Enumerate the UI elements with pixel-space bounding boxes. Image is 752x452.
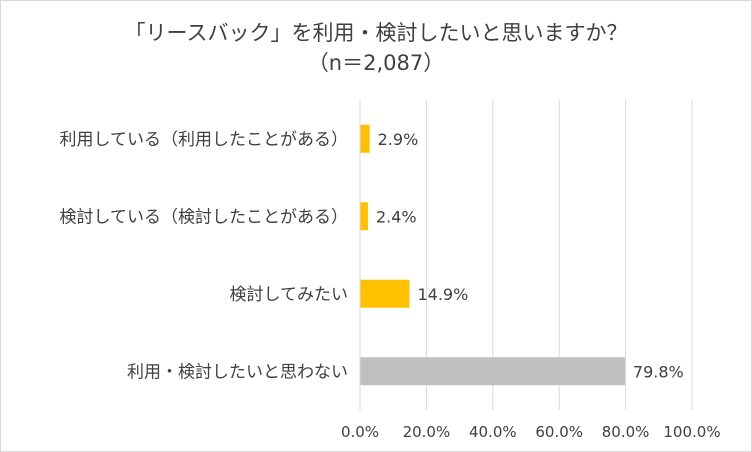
- category-label: 利用・検討したいと思わない: [127, 362, 348, 382]
- bar: [360, 279, 410, 308]
- chart-subtitle: （n＝2,087）: [307, 51, 445, 75]
- x-tick-label: 80.0%: [602, 423, 650, 441]
- category-label: 検討してみたい: [230, 285, 349, 305]
- x-tick-label: 100.0%: [663, 423, 720, 441]
- category-label: 検討している（検討したことがある）: [60, 207, 349, 227]
- x-tick-labels: 0.0% 20.0% 40.0% 60.0% 80.0% 100.0%: [341, 423, 721, 441]
- x-tick-label: 0.0%: [341, 423, 379, 441]
- x-tick-label: 20.0%: [403, 423, 451, 441]
- bar: [360, 357, 625, 386]
- bar: [360, 124, 370, 153]
- chart-title-block: 「リースバック」を利用・検討したいと思いますか？ （n＝2,087）: [0, 18, 752, 78]
- value-label: 14.9%: [417, 285, 468, 304]
- value-label: 79.8%: [633, 362, 684, 381]
- value-label: 2.9%: [378, 130, 419, 149]
- bars: [360, 124, 625, 386]
- chart-title: 「リースバック」を利用・検討したいと思いますか？: [124, 21, 628, 45]
- category-label: 利用している（利用したことがある）: [60, 130, 349, 150]
- bar: [360, 202, 368, 231]
- x-tick-label: 60.0%: [535, 423, 583, 441]
- value-label: 2.4%: [376, 207, 417, 226]
- value-labels: 2.9% 2.4% 14.9% 79.8%: [376, 130, 684, 382]
- x-tick-label: 40.0%: [469, 423, 517, 441]
- category-labels: 利用している（利用したことがある） 検討している（検討したことがある） 検討してみた…: [60, 130, 349, 383]
